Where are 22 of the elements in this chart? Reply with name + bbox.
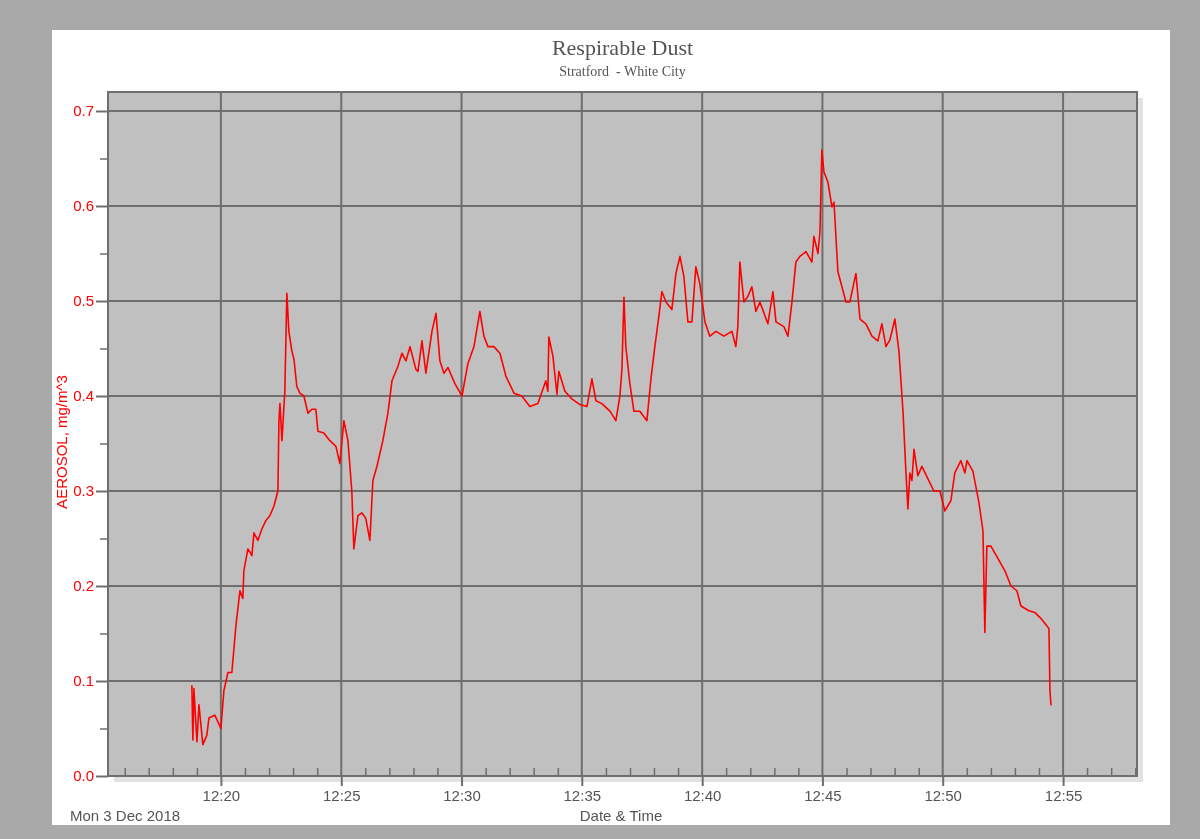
x-tick-label: 12:50	[924, 786, 962, 804]
x-tick-label: 12:30	[443, 786, 481, 804]
line-series	[191, 149, 1052, 746]
y-tick-label: 0.5	[73, 292, 94, 310]
y-tick-label: 0.3	[73, 482, 94, 500]
y-tick-label: 0.4	[73, 387, 94, 405]
x-axis-title: Date & Time	[579, 807, 663, 824]
x-tick-label: 12:45	[804, 786, 842, 804]
chart-subtitle: Stratford - White City	[559, 64, 686, 79]
x-tick-label: 12:40	[683, 786, 722, 804]
text: Mon 3 Dec 2018	[70, 807, 181, 824]
y-tick-label: 0.0	[73, 767, 94, 785]
y-tick-label: 0.1	[73, 672, 94, 690]
y-tick-label: 0.7	[73, 102, 94, 120]
x-tick-label: 12:20	[202, 786, 241, 804]
y-tick-label: 0.6	[73, 197, 94, 215]
chart-title: Respirable Dust	[551, 35, 694, 60]
y-tick-label: 0.2	[73, 577, 94, 595]
x-tick-label: 12:25	[323, 786, 361, 804]
x-tick-label: 12:55	[1044, 786, 1083, 804]
y-axis-title: AEROSOL, mg/m^3	[53, 375, 70, 509]
x-tick-label: 12:35	[563, 786, 602, 804]
